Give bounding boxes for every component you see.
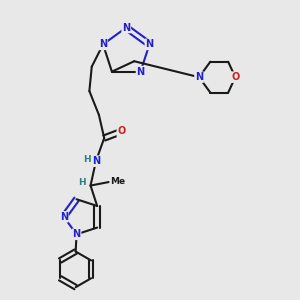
Text: N: N (60, 212, 68, 222)
Text: O: O (117, 127, 126, 136)
Text: N: N (73, 229, 81, 239)
Text: H: H (83, 155, 91, 164)
Text: N: N (195, 72, 203, 82)
Text: H: H (78, 178, 86, 187)
Text: N: N (122, 22, 130, 32)
Text: O: O (231, 72, 239, 82)
Text: N: N (136, 67, 145, 76)
Text: N: N (99, 39, 107, 50)
Text: N: N (92, 156, 100, 166)
Text: Me: Me (110, 178, 125, 187)
Text: N: N (145, 39, 154, 50)
